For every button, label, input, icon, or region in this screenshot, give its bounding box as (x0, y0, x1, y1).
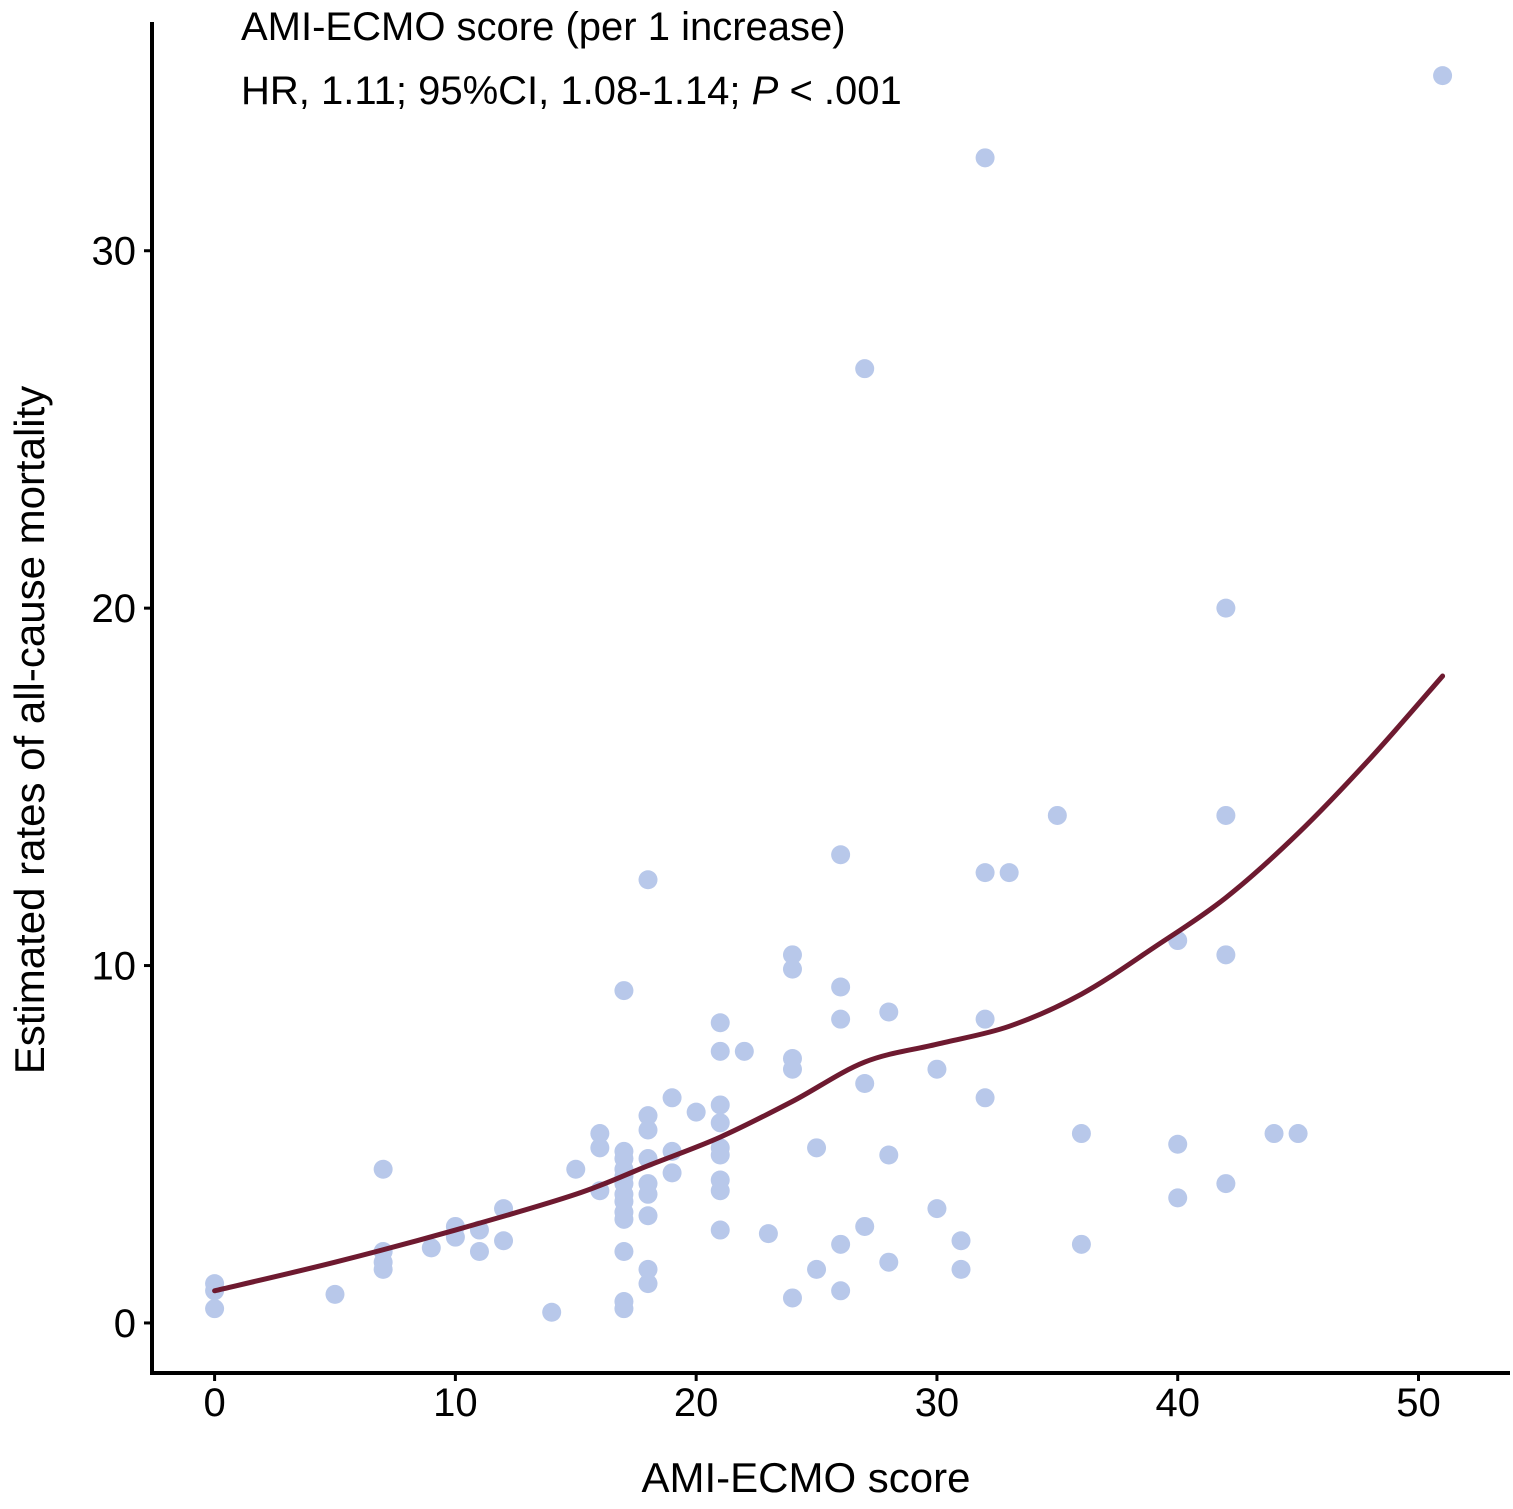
data-point-18 (590, 1138, 610, 1158)
data-point-8 (421, 1238, 441, 1258)
data-point-78 (951, 1259, 971, 1279)
data-point-41 (638, 1274, 658, 1294)
data-point-65 (831, 977, 851, 997)
y-tick-label: 0 (114, 1302, 136, 1346)
data-point-3 (325, 1284, 345, 1304)
data-point-88 (1168, 1134, 1188, 1154)
data-point-2 (205, 1299, 225, 1319)
data-point-64 (831, 845, 851, 865)
annotation-stats: HR, 1.11; 95%CI, 1.08-1.14; (241, 69, 752, 113)
x-tick-label: 20 (674, 1381, 719, 1425)
data-point-56 (758, 1224, 778, 1244)
data-point-79 (975, 148, 995, 168)
data-point-81 (975, 1009, 995, 1029)
data-point-55 (734, 1041, 754, 1061)
data-point-84 (1047, 805, 1067, 825)
data-point-73 (879, 1145, 899, 1165)
data-point-82 (975, 1088, 995, 1108)
data-point-29 (614, 1209, 634, 1229)
y-axis-title: Estimated rates of all-cause mortality (6, 386, 53, 1075)
data-point-70 (855, 1074, 875, 1093)
data-point-53 (710, 1181, 730, 1201)
data-point-67 (831, 1234, 851, 1254)
data-point-77 (951, 1231, 971, 1251)
x-tick-label: 10 (433, 1381, 478, 1425)
data-point-45 (686, 1102, 706, 1122)
data-point-16 (566, 1159, 586, 1179)
data-point-7 (373, 1259, 393, 1279)
annotation-line-1: AMI-ECMO score (per 1 increase) (241, 5, 846, 49)
y-axis-ticks: 0 10 20 30 (92, 230, 152, 1346)
data-point-72 (879, 1002, 899, 1022)
x-tick-label: 40 (1155, 1381, 1200, 1425)
data-point-83 (999, 863, 1019, 883)
y-tick-label: 10 (92, 945, 137, 989)
data-point-69 (855, 359, 875, 379)
data-points (205, 66, 1453, 1322)
x-axis-ticks: 0 10 20 30 40 50 (203, 1373, 1441, 1425)
data-point-94 (1264, 1124, 1284, 1144)
data-point-58 (782, 959, 802, 979)
data-point-33 (638, 870, 658, 890)
x-tick-label: 50 (1396, 1381, 1441, 1425)
data-point-68 (831, 1281, 851, 1301)
data-point-39 (638, 1206, 658, 1226)
data-point-75 (927, 1059, 947, 1079)
data-point-49 (710, 1113, 730, 1133)
data-point-54 (710, 1220, 730, 1240)
data-point-46 (710, 1013, 730, 1033)
fit-curve (212, 673, 1446, 1294)
data-point-30 (614, 1241, 634, 1261)
data-point-80 (975, 863, 995, 883)
data-point-40 (638, 1259, 658, 1279)
data-point-74 (879, 1252, 899, 1272)
data-point-63 (807, 1259, 827, 1279)
data-point-12 (469, 1241, 489, 1261)
data-point-89 (1168, 1188, 1188, 1208)
data-point-51 (710, 1145, 730, 1165)
annotation-p-symbol: P (752, 69, 779, 113)
y-tick-label: 20 (92, 587, 137, 631)
data-point-34 (638, 1106, 658, 1126)
data-point-32 (614, 1299, 634, 1319)
annotation-line-2: HR, 1.11; 95%CI, 1.08-1.14; P < .001 (241, 69, 902, 113)
data-point-47 (710, 1041, 730, 1061)
annotation-p-value: < .001 (778, 69, 901, 113)
data-point-90 (1216, 598, 1236, 618)
data-point-93 (1216, 1174, 1236, 1194)
data-point-38 (638, 1184, 658, 1204)
data-point-17 (590, 1124, 610, 1144)
data-point-76 (927, 1199, 947, 1219)
data-point-85 (1071, 1124, 1091, 1144)
y-tick-label: 30 (92, 230, 137, 274)
data-point-71 (855, 1216, 875, 1236)
data-point-92 (1216, 945, 1236, 965)
data-point-48 (710, 1095, 730, 1115)
data-point-15 (542, 1302, 562, 1322)
x-axis-title: AMI-ECMO score (641, 1454, 970, 1501)
data-point-42 (662, 1088, 682, 1108)
data-point-14 (494, 1231, 514, 1251)
x-tick-label: 30 (915, 1381, 960, 1425)
data-point-61 (782, 1288, 802, 1308)
data-point-35 (638, 1120, 658, 1140)
data-point-62 (807, 1138, 827, 1158)
data-point-95 (1288, 1124, 1308, 1144)
data-point-4 (373, 1159, 393, 1179)
data-point-20 (614, 981, 634, 1001)
data-point-57 (782, 945, 802, 965)
x-tick-label: 0 (203, 1381, 225, 1425)
data-point-91 (1216, 805, 1236, 825)
data-point-96 (1433, 66, 1453, 86)
data-point-44 (662, 1163, 682, 1183)
data-point-86 (1071, 1234, 1091, 1254)
data-point-66 (831, 1009, 851, 1029)
data-point-60 (782, 1059, 802, 1079)
